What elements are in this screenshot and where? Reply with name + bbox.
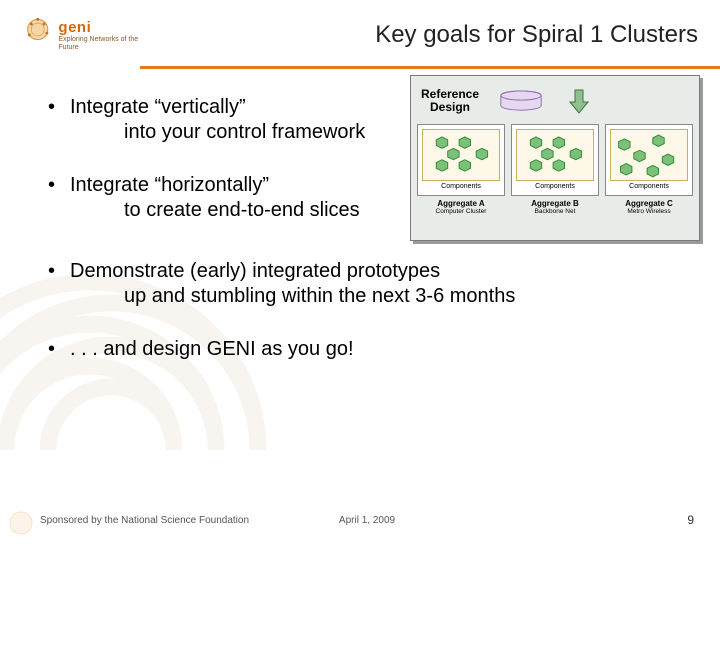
cluster-b-nodes-icon [517, 130, 593, 180]
footer-date: April 1, 2009 [297, 515, 437, 526]
cluster-b: Components Aggregate B Backbone Net [511, 124, 599, 215]
logo-globe-icon [12, 13, 52, 57]
cluster-a-sub: Computer Cluster [417, 208, 505, 215]
bullet-4-main: . . . and design GENI as you go! [70, 338, 354, 360]
bullet-3-main: Demonstrate (early) integrated prototype… [70, 260, 440, 282]
cluster-a-name: Aggregate A [417, 199, 505, 208]
bullet-3: Demonstrate (early) integrated prototype… [48, 259, 692, 309]
bullet-1-main: Integrate “vertically” [70, 96, 246, 118]
footer: Sponsored by the National Science Founda… [0, 510, 720, 530]
footer-page-number: 9 [437, 513, 720, 527]
bullet-2: Integrate “horizontally” to create end-t… [48, 173, 388, 223]
content: Integrate “vertically” into your control… [0, 69, 720, 362]
footer-sponsor: Sponsored by the National Science Founda… [0, 515, 297, 526]
cluster-a-components-label: Components [422, 183, 500, 190]
reference-design-label: Reference Design [421, 88, 479, 114]
cluster-a-nodes-icon [423, 130, 499, 180]
diagram-top-row: Reference Design [417, 82, 693, 120]
bullet-4: . . . and design GENI as you go! [48, 337, 692, 362]
bullet-3-sub: up and stumbling within the next 3-6 mon… [70, 284, 692, 309]
cluster-c-inner [610, 129, 688, 181]
database-cylinder-icon [497, 90, 545, 112]
logo-tagline: Exploring Networks of the Future [58, 36, 152, 51]
cluster-b-inner [516, 129, 594, 181]
arrow-down-icon [569, 88, 589, 114]
ref-label-line2: Design [430, 100, 470, 114]
cluster-c-box: Components [605, 124, 693, 196]
cluster-b-box: Components [511, 124, 599, 196]
cluster-a-inner [422, 129, 500, 181]
cluster-b-sub: Backbone Net [511, 208, 599, 215]
logo-text: geni [58, 19, 152, 36]
logo: geni Exploring Networks of the Future [12, 13, 152, 57]
cluster-c-sub: Metro Wireless [605, 208, 693, 215]
cluster-c-name: Aggregate C [605, 199, 693, 208]
cluster-c-components-label: Components [610, 183, 688, 190]
cluster-a-box: Components [417, 124, 505, 196]
cluster-b-name: Aggregate B [511, 199, 599, 208]
bullet-2-main: Integrate “horizontally” [70, 174, 269, 196]
header: geni Exploring Networks of the Future Ke… [0, 0, 720, 64]
cluster-c-nodes-icon [611, 130, 687, 180]
cluster-row: Components Aggregate A Computer Cluster [417, 124, 693, 215]
bullet-2-sub: to create end-to-end slices [70, 198, 388, 223]
cluster-c: Components Aggregate C Metro Wireless [605, 124, 693, 215]
reference-design-diagram: Reference Design [410, 75, 700, 241]
page-title: Key goals for Spiral 1 Clusters [152, 21, 708, 49]
cluster-b-components-label: Components [516, 183, 594, 190]
cluster-a: Components Aggregate A Computer Cluster [417, 124, 505, 215]
ref-label-line1: Reference [421, 87, 479, 101]
bullet-1: Integrate “vertically” into your control… [48, 95, 388, 145]
bullet-1-sub: into your control framework [70, 120, 388, 145]
